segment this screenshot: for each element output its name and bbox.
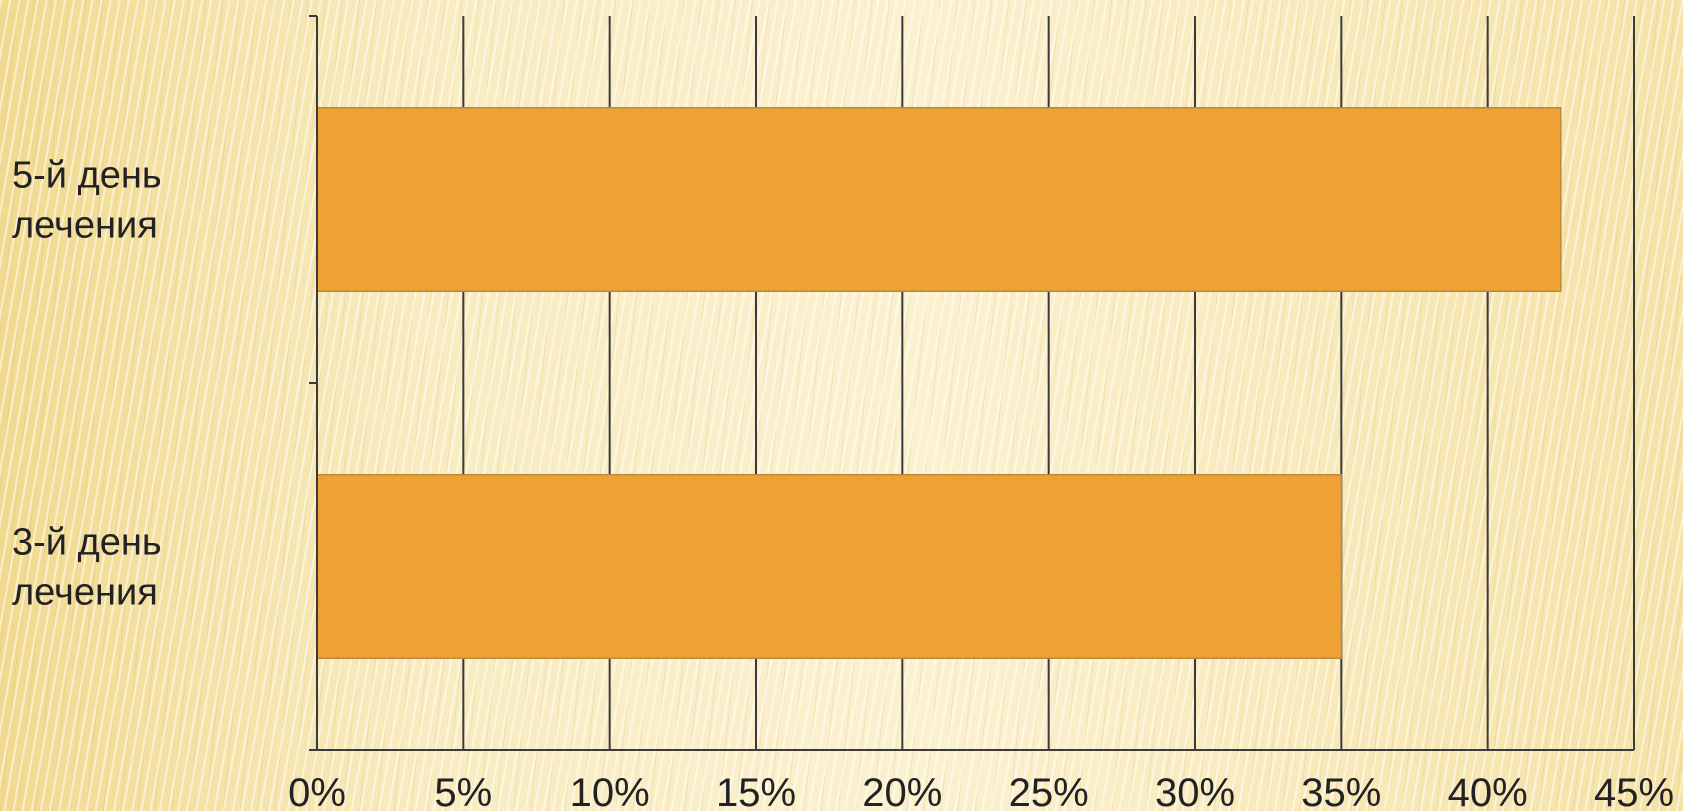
category-label: 5-й день — [12, 155, 162, 197]
x-tick-label: 45% — [1594, 771, 1674, 811]
x-tick-label: 25% — [1009, 771, 1089, 811]
x-tick-label: 10% — [570, 771, 650, 811]
category-label: лечения — [12, 205, 158, 247]
x-tick-label: 30% — [1155, 771, 1235, 811]
category-label: лечения — [12, 572, 158, 614]
bars — [316, 107, 1562, 659]
axes — [309, 15, 1634, 751]
category-label: 3-й день — [12, 522, 162, 564]
bar — [316, 474, 1343, 659]
x-tick-label: 5% — [434, 771, 492, 811]
x-tick-label: 35% — [1301, 771, 1381, 811]
labels: 0% 5% 10% 15% 20% 25% 30% 35% 40% 45% 5-й день лече… — [12, 155, 1674, 811]
bar — [316, 107, 1562, 292]
x-tick-label: 0% — [288, 771, 346, 811]
x-tick-label: 40% — [1448, 771, 1528, 811]
x-tick-label: 20% — [862, 771, 942, 811]
x-tick-label: 15% — [716, 771, 796, 811]
